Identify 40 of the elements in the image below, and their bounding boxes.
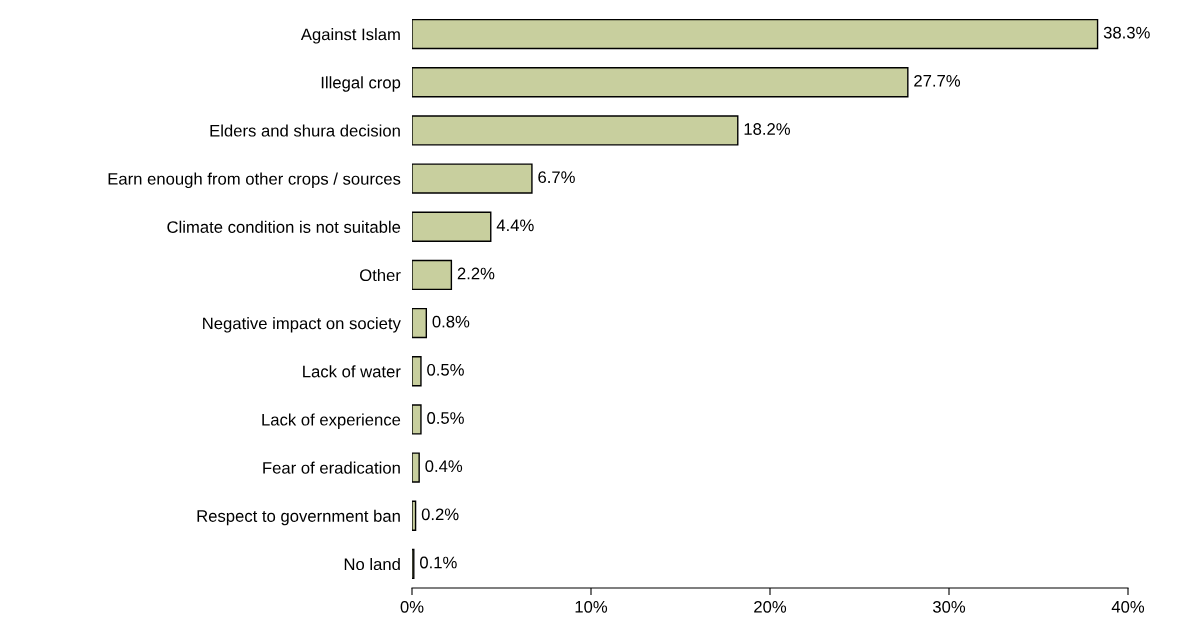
bar: [412, 307, 428, 339]
y-tick-label: Climate condition is not suitable: [167, 220, 401, 233]
y-tick-label: Earn enough from other crops / sources: [108, 172, 401, 189]
y-tick-label: Elders and shura decision: [210, 124, 400, 137]
data-label: 0.4%: [425, 460, 463, 473]
data-label: 0.5%: [427, 412, 464, 424]
bar: [412, 211, 492, 242]
data-label: 6.7%: [538, 171, 575, 184]
data-label: 27.7%: [914, 74, 961, 87]
data-label: 0.1%: [420, 556, 457, 569]
data-label: 2.2%: [457, 267, 495, 280]
x-tick-label: 10%: [575, 600, 608, 613]
y-tick-label: Respect to government ban: [197, 509, 400, 526]
bar: [412, 67, 909, 98]
bar: [412, 356, 422, 387]
data-label: 0.2%: [421, 508, 459, 521]
data-label: 38.3%: [1103, 26, 1150, 39]
x-tick-label: 30%: [932, 600, 966, 613]
x-tick-label: 0%: [400, 600, 424, 613]
bar: [412, 18, 1099, 50]
y-tick-label: Negative impact on society: [203, 317, 401, 333]
bar: [412, 259, 453, 291]
y-tick-label: No land: [344, 557, 400, 571]
y-tick-label: Lack of water: [303, 365, 401, 378]
data-label: 0.5%: [427, 363, 464, 376]
y-tick-label: Fear of eradication: [263, 461, 400, 474]
x-tick-label: 40%: [1111, 600, 1145, 613]
bar: [412, 404, 422, 435]
bar: [412, 452, 420, 483]
y-tick-label: Against Islam: [300, 28, 400, 44]
x-tick-label: 20%: [754, 600, 787, 613]
data-label: 0.8%: [432, 315, 470, 328]
bar: [412, 163, 533, 194]
data-label: 18.2%: [744, 123, 790, 135]
data-label: 4.4%: [496, 219, 534, 232]
y-tick-label: Other: [360, 268, 401, 282]
y-tick-label: Illegal crop: [321, 76, 401, 92]
bar: [412, 115, 739, 146]
y-tick-label: Lack of experience: [262, 413, 401, 429]
bar: [412, 500, 417, 531]
